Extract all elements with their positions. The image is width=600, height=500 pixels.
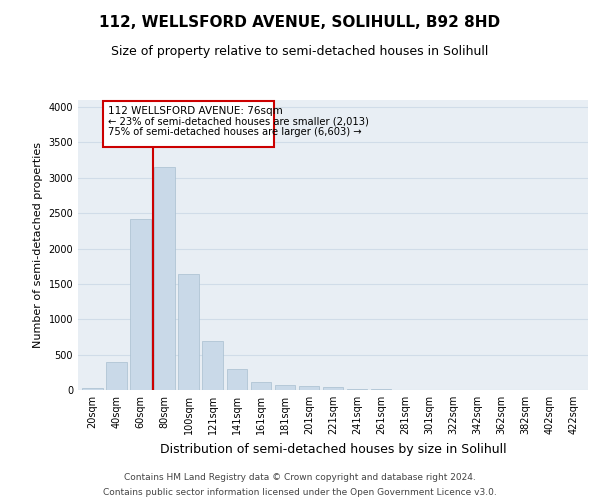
Text: ← 23% of semi-detached houses are smaller (2,013): ← 23% of semi-detached houses are smalle… <box>108 116 369 126</box>
Bar <box>178 274 199 390</box>
Bar <box>154 167 175 390</box>
Text: 112 WELLSFORD AVENUE: 76sqm: 112 WELLSFORD AVENUE: 76sqm <box>108 106 283 116</box>
Bar <box>299 386 319 390</box>
Y-axis label: Number of semi-detached properties: Number of semi-detached properties <box>33 142 43 348</box>
Bar <box>106 362 127 390</box>
Bar <box>347 388 367 390</box>
Bar <box>202 341 223 390</box>
Bar <box>82 388 103 390</box>
Bar <box>323 387 343 390</box>
Text: Contains public sector information licensed under the Open Government Licence v3: Contains public sector information licen… <box>103 488 497 497</box>
Text: 112, WELLSFORD AVENUE, SOLIHULL, B92 8HD: 112, WELLSFORD AVENUE, SOLIHULL, B92 8HD <box>100 15 500 30</box>
X-axis label: Distribution of semi-detached houses by size in Solihull: Distribution of semi-detached houses by … <box>160 442 506 456</box>
Bar <box>275 386 295 390</box>
Bar <box>251 382 271 390</box>
Text: Size of property relative to semi-detached houses in Solihull: Size of property relative to semi-detach… <box>112 45 488 58</box>
Bar <box>227 369 247 390</box>
FancyBboxPatch shape <box>103 102 274 148</box>
Text: 75% of semi-detached houses are larger (6,603) →: 75% of semi-detached houses are larger (… <box>108 127 362 137</box>
Text: Contains HM Land Registry data © Crown copyright and database right 2024.: Contains HM Land Registry data © Crown c… <box>124 473 476 482</box>
Bar <box>130 219 151 390</box>
